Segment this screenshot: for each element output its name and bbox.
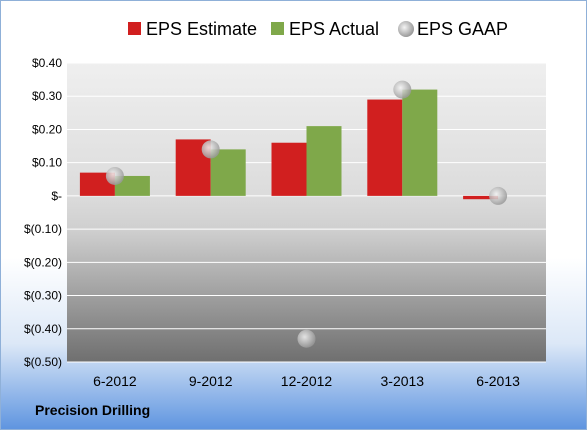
y-tick-label: $0.10 [32, 156, 62, 170]
x-tick-label: 9-2012 [189, 373, 233, 389]
eps-gaap-point [105, 166, 124, 185]
legend-swatch [398, 21, 414, 37]
eps-gaap-point [201, 140, 220, 159]
y-tick-label: $(0.40) [24, 322, 62, 336]
y-tick-label: $(0.50) [24, 355, 62, 369]
company-name: Precision Drilling [35, 402, 151, 418]
y-tick-label: $- [51, 189, 62, 203]
eps-actual-bar [210, 149, 246, 196]
eps-gaap-point [297, 329, 316, 348]
y-tick-label: $(0.10) [24, 222, 62, 236]
x-tick-label: 3-2013 [381, 373, 425, 389]
y-tick-label: $(0.20) [24, 255, 62, 269]
x-tick-label: 6-2012 [93, 373, 137, 389]
legend-label: EPS Estimate [146, 19, 257, 39]
legend-swatch [128, 22, 141, 35]
legend-swatch [271, 22, 284, 35]
y-tick-label: $0.20 [32, 122, 62, 136]
y-tick-label: $0.40 [32, 56, 62, 70]
y-tick-label: $0.30 [32, 89, 62, 103]
eps-actual-bar [306, 126, 342, 196]
eps-estimate-bar [271, 142, 307, 196]
eps-gaap-point [489, 186, 508, 205]
plot-area [67, 63, 546, 362]
legend-label: EPS GAAP [417, 19, 508, 39]
x-tick-label: 12-2012 [281, 373, 333, 389]
eps-estimate-bar [463, 195, 499, 200]
eps-estimate-bar [367, 99, 403, 196]
eps-actual-bar [114, 175, 150, 196]
eps-gaap-point [393, 80, 412, 99]
eps-actual-bar [402, 89, 438, 196]
legend-label: EPS Actual [289, 19, 379, 39]
y-tick-label: $(0.30) [24, 289, 62, 303]
x-tick-label: 6-2013 [476, 373, 520, 389]
eps-estimate-bar [79, 172, 115, 196]
